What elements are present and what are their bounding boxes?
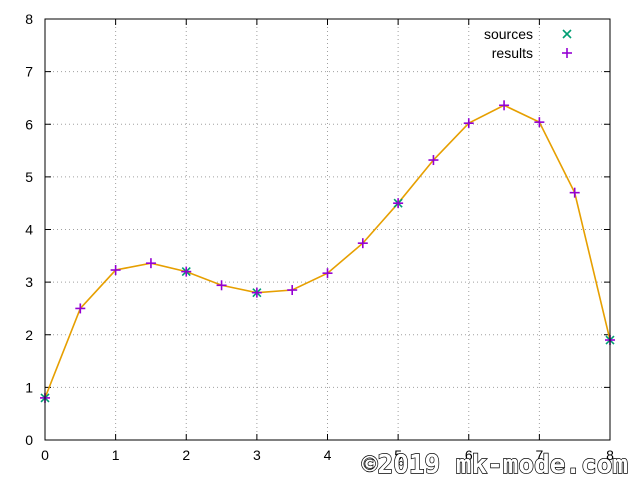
y-tick-label: 4 xyxy=(25,222,33,238)
y-tick-label: 8 xyxy=(25,11,33,27)
plot-border xyxy=(44,18,611,441)
x-tick-label: 5 xyxy=(394,447,402,463)
watermark-text: ©2019 mk-mode.com xyxy=(362,450,628,480)
x-axis-ticks: 0 1 2 3 4 5 6 7 8 xyxy=(41,19,614,463)
legend-marker-sources xyxy=(562,29,572,39)
y-tick-label: 0 xyxy=(25,432,33,448)
x-tick-label: 4 xyxy=(324,447,332,463)
series-markers xyxy=(40,100,615,403)
legend-marker-results xyxy=(562,48,572,58)
data-point-results xyxy=(251,287,262,298)
x-tick-label: 0 xyxy=(41,447,49,463)
y-tick-label: 3 xyxy=(25,274,33,290)
data-point-results xyxy=(287,285,298,296)
data-point-results xyxy=(534,117,545,128)
y-tick-label: 5 xyxy=(25,169,33,185)
data-point-results xyxy=(145,258,156,269)
y-tick-label: 1 xyxy=(25,379,33,395)
data-point-results xyxy=(499,100,510,111)
legend-label-results: results xyxy=(492,45,533,61)
data-point-results xyxy=(463,118,474,129)
data-point-results xyxy=(181,266,192,277)
x-tick-label: 2 xyxy=(182,447,190,463)
x-tick-label: 6 xyxy=(465,447,473,463)
x-tick-label: 3 xyxy=(253,447,261,463)
y-tick-label: 6 xyxy=(25,116,33,132)
legend: sources results xyxy=(484,26,572,61)
x-tick-label: 1 xyxy=(112,447,120,463)
legend-label-sources: sources xyxy=(484,26,533,42)
data-point-results xyxy=(75,303,86,314)
data-point-results xyxy=(110,265,121,276)
y-tick-label: 7 xyxy=(25,64,33,80)
x-tick-label: 7 xyxy=(535,447,543,463)
data-point-results xyxy=(428,155,439,166)
data-point-results xyxy=(393,198,404,209)
data-point-results xyxy=(357,238,368,249)
data-point-results xyxy=(216,280,227,291)
y-tick-label: 2 xyxy=(25,327,33,343)
grid-lines xyxy=(45,19,610,440)
data-point-results xyxy=(569,187,580,198)
data-point-results xyxy=(322,268,333,279)
x-tick-label: 8 xyxy=(606,447,614,463)
